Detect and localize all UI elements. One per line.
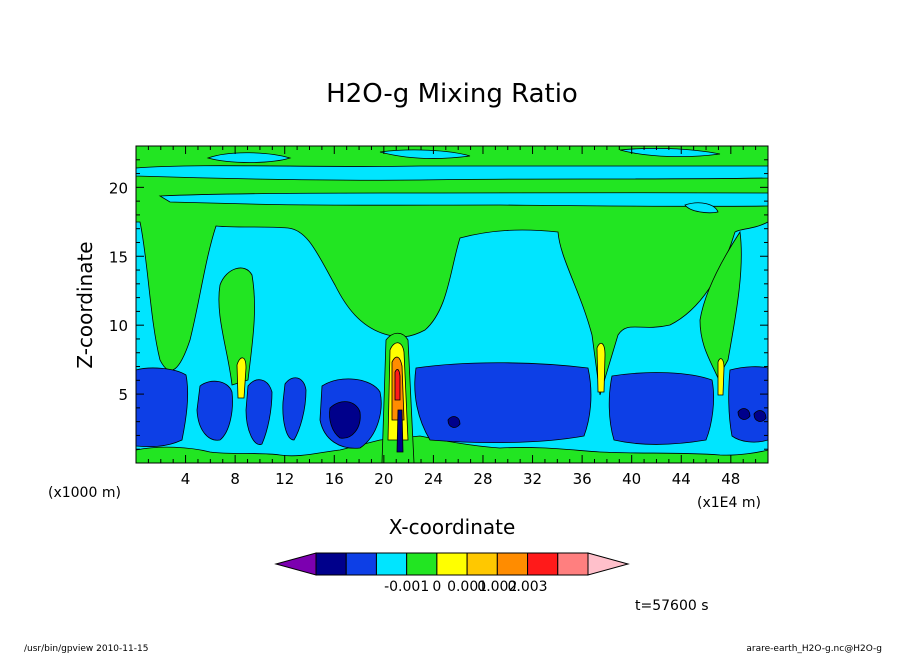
upper-cyan-blob-3 — [619, 147, 721, 157]
x-unit-left: (x1000 m) — [48, 485, 121, 501]
colorbar-label: 0.002 — [477, 579, 517, 595]
upper-cyan-strip-1 — [136, 165, 768, 181]
y-tick-label: 20 — [109, 179, 128, 197]
x-tick-label: 32 — [523, 470, 542, 488]
x-tick-label: 40 — [622, 470, 641, 488]
y-axis-label: Z-coordinate — [73, 241, 97, 368]
colorbar-over-triangle — [587, 552, 630, 576]
blue-blob-2 — [196, 380, 233, 441]
y-tick-label: 5 — [118, 386, 128, 404]
colorbar-under-triangle — [274, 552, 317, 576]
blue-blob-8 — [728, 366, 768, 443]
colorbar-swatch — [527, 552, 559, 576]
y-tick-label: 15 — [109, 248, 128, 266]
contour-field — [136, 146, 768, 463]
yellow-filament-2 — [596, 342, 606, 393]
blue-blob-4 — [282, 377, 307, 441]
x-tick-label: 12 — [275, 470, 294, 488]
central-column-navy — [396, 409, 404, 453]
green-floor — [136, 435, 768, 463]
time-label: t=57600 s — [635, 598, 709, 614]
colorbar-swatch — [466, 552, 498, 576]
navy-core-3 — [737, 408, 751, 420]
colorbar-swatch — [345, 552, 377, 576]
yellow-filament-3 — [717, 358, 725, 396]
y-tick-label: 10 — [109, 317, 128, 335]
green-plume-1 — [218, 267, 255, 386]
x-tick-label: 16 — [325, 470, 344, 488]
upper-green-band — [136, 146, 768, 396]
x-tick-label: 8 — [230, 470, 240, 488]
colorbar-label: 0 — [432, 579, 441, 595]
colorbar-swatch — [375, 552, 408, 576]
x-axis-label: X-coordinate — [389, 515, 516, 539]
footer-left: /usr/bin/gpview 2010-11-15 — [24, 644, 148, 654]
y-axis: 5 10 15 20 — [109, 159, 768, 450]
blue-blob-1 — [136, 367, 189, 448]
x-unit-right: (x1E4 m) — [697, 495, 761, 511]
x-tick-label: 4 — [181, 470, 191, 488]
upper-cyan-blob-1 — [206, 152, 292, 163]
blue-blob-7 — [608, 372, 714, 445]
yellow-filament-1 — [236, 357, 247, 399]
blue-blob-3 — [245, 379, 273, 445]
navy-core-2 — [447, 416, 461, 428]
x-tick-label: 24 — [424, 470, 443, 488]
navy-core-1 — [329, 401, 361, 439]
x-tick-label: 48 — [721, 470, 740, 488]
x-tick-label: 44 — [672, 470, 691, 488]
colorbar-label: 0.003 — [508, 579, 548, 595]
colorbar-swatch — [406, 552, 438, 576]
x-tick-label: 20 — [374, 470, 393, 488]
colorbar-label: -0.001 — [384, 579, 429, 595]
colorbar-swatch — [436, 552, 468, 576]
upper-cyan-strip-2 — [158, 192, 768, 207]
x-tick-label: 28 — [473, 470, 492, 488]
x-tick-label: 36 — [573, 470, 592, 488]
colorbar-swatch — [496, 552, 529, 576]
colorbar-swatch — [557, 552, 589, 576]
x-axis: 4 8 12 16 20 24 28 32 36 40 44 48 — [147, 146, 757, 488]
footer-right: arare-earth_H2O-g.nc@H2O-g — [746, 644, 882, 654]
central-column-red — [394, 368, 401, 401]
plot-frame — [135, 145, 769, 464]
chart-title: H2O-g Mixing Ratio — [326, 79, 578, 109]
navy-core-4 — [753, 410, 767, 422]
colorbar-label: 0.001 — [447, 579, 487, 595]
colorbar-swatch — [315, 552, 347, 576]
upper-cyan-blob-4 — [684, 202, 719, 214]
green-plume-2 — [699, 230, 742, 379]
blue-blob-6 — [414, 362, 592, 444]
